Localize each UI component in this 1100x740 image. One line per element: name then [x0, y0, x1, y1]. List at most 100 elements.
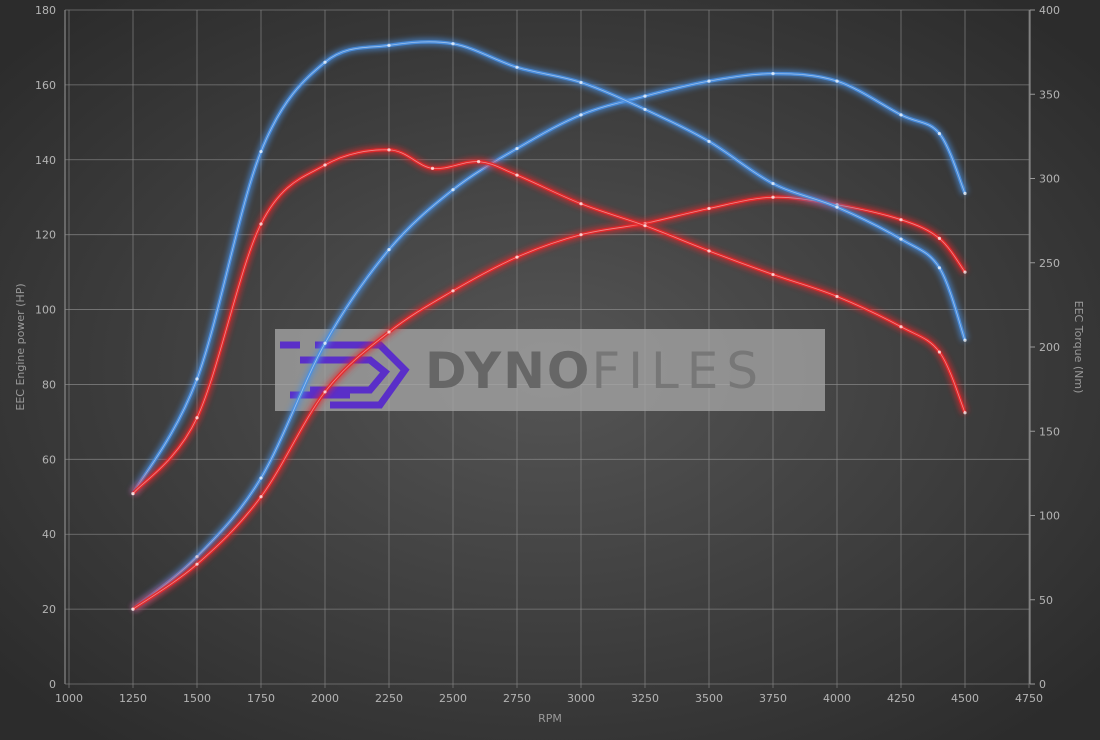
series-line: [131, 40, 967, 495]
y-right-tick-label: 50: [1039, 594, 1053, 607]
data-point: [899, 218, 903, 222]
data-point: [477, 160, 481, 164]
data-point: [387, 330, 391, 334]
y-axis-left-title: EEC Engine power (HP): [14, 283, 27, 410]
y-left-tick-label: 20: [42, 603, 56, 616]
y-left-tick-label: 100: [35, 304, 56, 317]
data-point: [259, 222, 263, 226]
x-tick-label: 3000: [567, 692, 595, 705]
data-point: [835, 294, 839, 299]
data-point: [937, 236, 942, 241]
y-left-tick-label: 0: [49, 678, 56, 691]
series-highlight: [132, 149, 966, 494]
data-point: [323, 390, 327, 394]
y-right-tick-label: 0: [1039, 678, 1046, 691]
data-point: [387, 148, 391, 152]
y-left-tick-label: 80: [42, 378, 56, 391]
data-point: [259, 476, 263, 480]
x-tick-label: 1750: [247, 692, 275, 705]
data-point: [771, 181, 775, 186]
data-point: [707, 79, 711, 83]
x-tick-label: 2000: [311, 692, 339, 705]
data-point: [579, 80, 583, 85]
x-tick-label: 2500: [439, 692, 467, 705]
data-point: [707, 139, 711, 144]
data-point: [835, 79, 839, 83]
data-point: [430, 166, 435, 170]
x-tick-label: 4000: [823, 692, 851, 705]
data-point: [579, 113, 583, 117]
data-point: [515, 65, 519, 69]
data-point: [195, 377, 199, 381]
data-point: [451, 42, 455, 46]
series-tuned-power: [130, 70, 969, 612]
data-point: [259, 495, 263, 499]
data-point: [937, 350, 942, 354]
x-tick-label: 1500: [183, 692, 211, 705]
x-tick-label: 4500: [951, 692, 979, 705]
data-point: [643, 94, 647, 98]
data-point: [387, 248, 391, 252]
y-right-tick-label: 250: [1039, 257, 1060, 270]
y-left-tick-label: 40: [42, 528, 56, 541]
series-highlight: [132, 73, 966, 610]
x-tick-label: 2750: [503, 692, 531, 705]
y-left-tick-label: 140: [35, 154, 56, 167]
y-right-tick-label: 150: [1039, 425, 1060, 438]
data-point: [195, 555, 199, 559]
series-line: [131, 195, 967, 611]
data-point: [515, 255, 519, 259]
data-point: [899, 237, 903, 241]
series-highlight: [132, 41, 966, 494]
dynofiles-watermark: DYNOFILES: [275, 329, 825, 411]
series-line: [131, 148, 967, 495]
y-left-tick-label: 180: [35, 4, 56, 17]
y-left-tick-label: 160: [35, 79, 56, 92]
data-point: [515, 173, 519, 177]
data-point: [937, 131, 942, 136]
data-point: [195, 562, 199, 566]
data-point: [451, 188, 455, 192]
data-point: [451, 289, 455, 293]
data-point: [323, 163, 327, 167]
data-point: [259, 149, 263, 154]
x-tick-label: 4750: [1015, 692, 1043, 705]
data-point: [835, 205, 839, 209]
y-left-tick-label: 60: [42, 453, 56, 466]
y-axis-right-title: EEC Torque (Nm): [1072, 301, 1085, 394]
series-line: [131, 71, 967, 611]
x-tick-label: 2250: [375, 692, 403, 705]
x-tick-label: 3500: [695, 692, 723, 705]
svg-text:DYNOFILES: DYNOFILES: [425, 342, 766, 400]
data-point: [323, 341, 327, 345]
data-point: [963, 338, 967, 342]
data-point: [963, 411, 967, 415]
x-tick-label: 3250: [631, 692, 659, 705]
x-tick-label: 4250: [887, 692, 915, 705]
y-right-tick-label: 100: [1039, 510, 1060, 523]
data-point: [387, 43, 391, 47]
data-point: [771, 195, 775, 199]
data-point: [937, 266, 942, 270]
y-right-tick-label: 300: [1039, 173, 1060, 186]
data-point: [707, 249, 711, 253]
x-tick-label: 3750: [759, 692, 787, 705]
series-lines: [129, 38, 969, 612]
y-right-tick-label: 350: [1039, 88, 1060, 101]
data-point: [643, 224, 647, 228]
data-point: [131, 607, 135, 611]
data-point: [643, 107, 647, 112]
data-point: [963, 191, 967, 196]
data-point: [899, 113, 903, 117]
x-tick-label: 1000: [55, 692, 83, 705]
series-tuned-torque: [129, 38, 969, 496]
y-right-tick-label: 200: [1039, 341, 1060, 354]
x-tick-label: 1250: [119, 692, 147, 705]
y-right-tick-label: 400: [1039, 4, 1060, 17]
data-point: [771, 272, 775, 277]
data-point: [771, 72, 775, 76]
data-point: [963, 270, 967, 274]
series-stock-torque: [130, 146, 969, 496]
data-point: [131, 491, 135, 496]
